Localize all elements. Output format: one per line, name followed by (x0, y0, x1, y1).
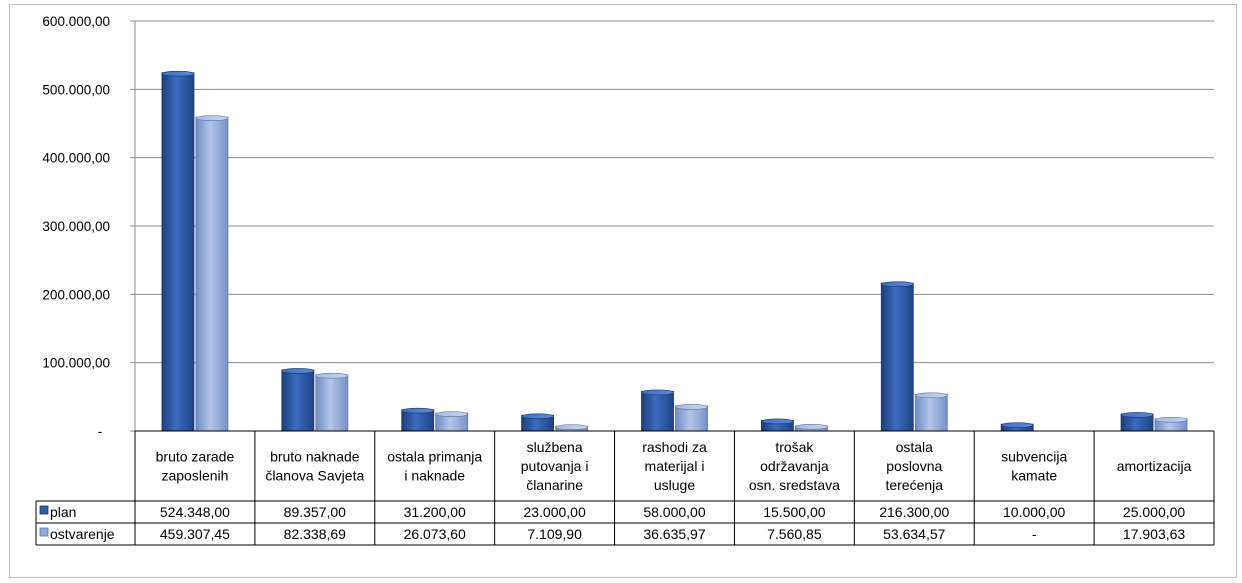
data-label: 17.903,63 (1123, 526, 1185, 542)
category-label: trošak (775, 439, 814, 455)
data-label: - (1032, 526, 1037, 542)
data-label: 524.348,00 (160, 504, 230, 520)
data-table: bruto zarade zaposlenih bruto naknade člano… (35, 430, 1215, 546)
category-label: bruto zarade (156, 449, 235, 465)
data-label: 23.000,00 (523, 504, 585, 520)
bar-chart: - 100.000,00 200.000,00 300.000,00 400.000,0… (35, 14, 1215, 546)
category-label: bruto naknade (270, 449, 360, 465)
bar-plan (641, 389, 674, 432)
category-label: i naknade (404, 468, 465, 484)
category-label: putovanja i (521, 458, 589, 474)
data-label: 53.634,57 (883, 526, 945, 542)
y-tick-label: 100.000,00 (42, 356, 110, 371)
y-tick-label: 600.000,00 (42, 14, 110, 29)
bar-plan (1000, 422, 1034, 432)
y-tick-label: 500.000,00 (42, 82, 110, 97)
data-label: 7.109,90 (527, 526, 582, 542)
category-label: osn. sredstava (749, 477, 840, 493)
chart-frame: - 100.000,00 200.000,00 300.000,00 400.000,0… (9, 4, 1237, 578)
bar-plan (281, 368, 315, 432)
category-label: kamate (1011, 468, 1057, 484)
bar-plan (521, 413, 555, 432)
series-name: ostvarenje (50, 526, 115, 542)
bar-ostvarenje (1154, 416, 1188, 432)
category-label: službena (527, 439, 583, 455)
category-label: subvencija (1001, 449, 1067, 465)
category-label: materijal i (645, 458, 705, 474)
category-label: ostala (896, 439, 934, 455)
bar-ostvarenje (794, 424, 828, 432)
category-label: članova Savjeta (265, 468, 364, 484)
series-name: plan (50, 504, 76, 520)
data-label: 25.000,00 (1123, 504, 1185, 520)
data-label: 10.000,00 (1003, 504, 1065, 520)
data-label: 459.307,45 (160, 526, 230, 542)
category-label: usluge (654, 477, 695, 493)
y-axis: - 100.000,00 200.000,00 300.000,00 400.000,0… (42, 14, 136, 439)
bars (161, 70, 1188, 432)
bar-ostvarenje (315, 372, 349, 432)
bar-ostvarenje (675, 404, 708, 432)
category-label: poslovna (886, 458, 942, 474)
data-label: 89.357,00 (284, 504, 346, 520)
category-label: održavanja (760, 458, 829, 474)
legend-key-ostvarenje (39, 527, 49, 537)
bar-plan (161, 70, 195, 432)
category-label: zaposlenih (161, 468, 228, 484)
category-label: članarine (526, 477, 583, 493)
data-label: 15.500,00 (763, 504, 825, 520)
category-label: amortizacija (1117, 458, 1192, 474)
data-label: 36.635,97 (643, 526, 705, 542)
bar-ostvarenje (435, 411, 469, 432)
category-label: ostala primanja (387, 449, 482, 465)
bar-ostvarenje (195, 115, 229, 432)
legend-key-plan (39, 505, 49, 515)
data-label: 82.338,69 (284, 526, 346, 542)
bar-plan (1120, 412, 1154, 432)
y-tick-label: - (98, 424, 103, 439)
bar-plan (760, 418, 794, 432)
data-label: 58.000,00 (643, 504, 705, 520)
bar-ostvarenje (914, 392, 948, 432)
category-label: rashodi za (642, 439, 707, 455)
gridlines (130, 20, 1214, 432)
data-label: 7.560,85 (767, 526, 822, 542)
y-tick-label: 200.000,00 (42, 287, 110, 302)
bar-plan (880, 281, 914, 432)
bar-ostvarenje (555, 424, 589, 432)
data-label: 216.300,00 (879, 504, 949, 520)
category-label: terećenja (885, 477, 943, 493)
data-label: 31.200,00 (404, 504, 466, 520)
data-label: 26.073,60 (404, 526, 466, 542)
y-tick-label: 300.000,00 (42, 219, 110, 234)
y-tick-label: 400.000,00 (42, 151, 110, 166)
bar-plan (401, 407, 435, 432)
